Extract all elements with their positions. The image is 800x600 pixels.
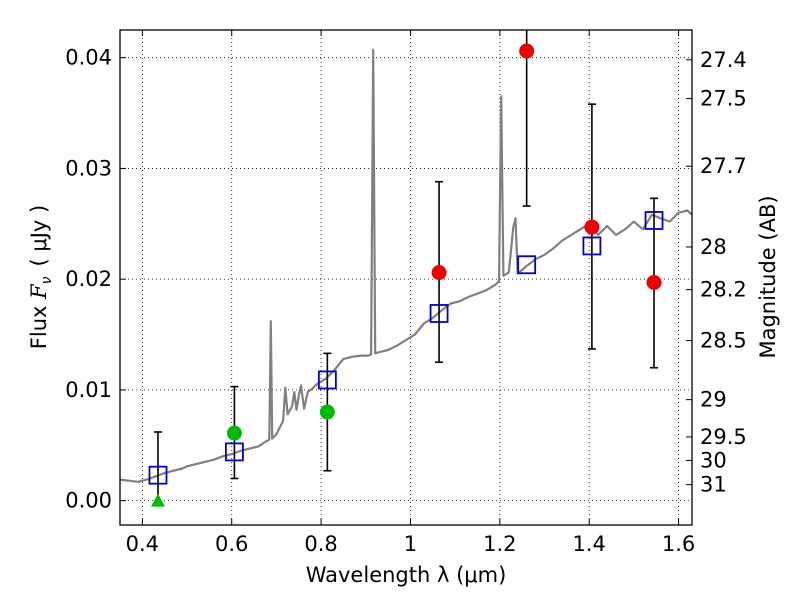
model-square-marker	[429, 304, 449, 323]
magnitude-tick-label: 27.4	[700, 48, 747, 72]
x-tick-label: 0.6	[215, 532, 248, 556]
magnitude-tick-label: 28.5	[700, 329, 747, 353]
ticks	[120, 30, 692, 525]
magnitude-tick-label: 29	[700, 388, 727, 412]
spectrum-line	[120, 48, 692, 483]
red-circle-marker	[646, 274, 662, 290]
y-axis-label-symbol: F	[27, 283, 51, 300]
model-square-marker	[148, 465, 168, 485]
model-square-marker	[224, 442, 244, 462]
red-circle-marker	[584, 219, 600, 235]
y-tick-label: 0.02	[65, 267, 112, 291]
y-axis-label-subscript: ν	[39, 276, 55, 284]
magnitude-tick-label: 31	[700, 473, 727, 497]
y-axis-label: Flux Fν ( μJy )	[27, 205, 55, 349]
green-triangle-marker	[150, 493, 165, 507]
magnitude-tick-label: 28.2	[700, 278, 747, 302]
magnitude-tick-label: 27.5	[700, 87, 747, 111]
red-circle-marker	[431, 265, 447, 281]
plot-area	[120, 30, 692, 525]
error-bars	[148, 30, 664, 507]
x-tick-label: 1.6	[662, 532, 695, 556]
x-tick-label: 0.8	[304, 532, 337, 556]
y-tick-label: 0.00	[65, 489, 112, 513]
grid	[120, 30, 692, 525]
magnitude-tick-label: 28	[700, 235, 727, 259]
magnitude-tick-label: 29.5	[700, 425, 747, 449]
model-square-marker	[317, 370, 337, 390]
model-square-marker	[517, 255, 537, 275]
y-axis-label-prefix: Flux	[27, 299, 51, 349]
x-tick-label: 1	[404, 532, 417, 556]
magnitude-tick-label: 30	[700, 448, 727, 472]
model-square-marker	[582, 236, 602, 256]
model-square-marker	[644, 211, 664, 230]
magnitude-tick-label: 27.7	[700, 154, 747, 178]
plot-frame	[119, 29, 693, 526]
x-axis-label: Wavelength λ (μm)	[306, 563, 507, 587]
x-tick-label: 0.4	[126, 532, 159, 556]
data-layer	[120, 48, 692, 483]
y-tick-label: 0.04	[65, 46, 112, 70]
green-circle-marker	[226, 425, 242, 441]
green-circle-marker	[319, 404, 335, 420]
tick-labels: 0.4 0.6 0.8 1 1.2 1.4 1.6 0.00 0.01 0.02 0.03 0.04 2…	[65, 46, 747, 556]
magnitude-axis-label: Magnitude (AB)	[756, 195, 780, 358]
y-tick-label: 0.01	[65, 378, 112, 402]
y-axis-label-unit: ( μJy )	[27, 205, 51, 267]
red-circle-marker	[519, 43, 535, 59]
y-tick-label: 0.03	[65, 156, 112, 180]
x-tick-label: 1.2	[483, 532, 516, 556]
x-tick-label: 1.4	[573, 532, 606, 556]
